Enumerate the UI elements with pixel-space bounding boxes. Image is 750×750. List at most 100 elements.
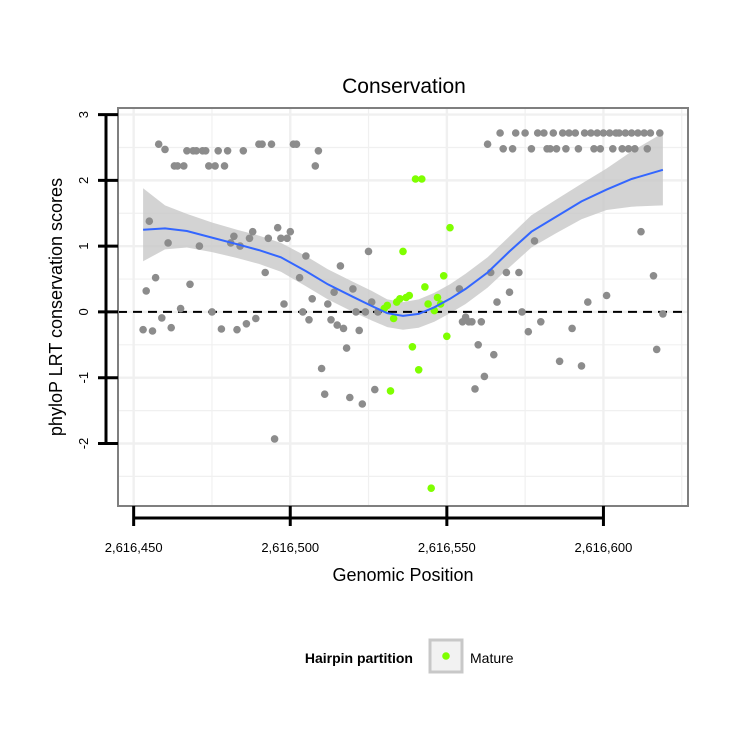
point-other [264, 234, 273, 243]
point-other [615, 129, 623, 137]
y-axis: -2 -1 0 1 2 3 [76, 111, 118, 449]
series-other-points [139, 129, 667, 443]
point-other [205, 162, 213, 170]
point-mature [446, 223, 454, 232]
point-other [524, 327, 533, 336]
point-other [252, 314, 260, 323]
point-other [649, 272, 658, 280]
point-other [214, 147, 222, 155]
point-mature [408, 343, 417, 351]
point-other [324, 300, 332, 308]
point-mature [414, 366, 423, 374]
point-other [549, 129, 558, 137]
point-other [540, 129, 548, 137]
point-other [533, 129, 542, 137]
point-other [283, 234, 291, 243]
point-other [505, 288, 514, 297]
point-other [571, 129, 580, 137]
point-other [468, 318, 476, 326]
point-mature [443, 332, 451, 341]
point-other [584, 298, 592, 306]
smooth-line-layer [143, 168, 664, 317]
point-other [643, 145, 652, 153]
point-other [634, 129, 642, 137]
point-other [339, 324, 348, 333]
point-other [511, 129, 520, 137]
chart-title: Conservation [342, 75, 466, 98]
point-other [201, 147, 210, 155]
point-other [596, 145, 605, 153]
point-other [574, 145, 583, 153]
point-mature [411, 175, 420, 183]
point-other [286, 227, 295, 236]
point-other [270, 435, 279, 443]
point-other [145, 217, 154, 225]
point-other [167, 323, 175, 332]
point-other [558, 129, 567, 137]
point-other [273, 223, 282, 232]
point-other [245, 234, 254, 243]
point-other [302, 252, 310, 260]
x-tick-label: 2,616,600 [575, 540, 633, 555]
point-other [502, 268, 511, 277]
y-tick-label: 1 [76, 242, 91, 249]
x-tick-label: 2,616,450 [105, 540, 163, 555]
point-other [577, 362, 586, 370]
point-other [493, 298, 501, 306]
point-other [277, 234, 285, 243]
point-other [223, 147, 232, 155]
point-other [320, 390, 329, 399]
point-other [336, 262, 345, 270]
point-other [230, 232, 238, 241]
point-other [327, 316, 335, 324]
point-other [308, 295, 317, 303]
point-other [305, 316, 313, 324]
point-other [139, 325, 147, 334]
plot-panel-border [117, 107, 689, 507]
point-other [342, 344, 351, 352]
y-tick-label: 3 [76, 111, 91, 118]
point-other [164, 239, 172, 247]
point-other [521, 129, 529, 137]
y-axis-label: phyloP LRT conservation scores [46, 178, 66, 436]
legend-title: Hairpin partition [305, 650, 413, 666]
point-other [176, 304, 185, 313]
point-other [480, 372, 489, 381]
point-other [621, 129, 630, 137]
point-other [602, 291, 611, 300]
point-other [314, 147, 323, 155]
point-other [180, 162, 188, 170]
point-other [627, 129, 636, 137]
point-other [590, 145, 598, 153]
point-mature [386, 387, 395, 395]
point-mature [383, 301, 392, 310]
point-other [508, 145, 517, 153]
point-other [568, 324, 576, 333]
point-mature [405, 291, 414, 300]
point-other [346, 393, 354, 402]
point-mature [418, 175, 426, 183]
point-other [208, 308, 216, 316]
point-other [299, 308, 307, 316]
point-other [631, 145, 639, 153]
point-mature [389, 314, 398, 323]
point-other [593, 129, 601, 137]
point-other [546, 145, 554, 153]
point-other [258, 140, 266, 148]
point-other [220, 162, 229, 170]
point-other [537, 318, 545, 326]
point-other [599, 129, 608, 137]
y-tick-label: 2 [76, 177, 91, 184]
legend: Hairpin partition Mature [305, 638, 514, 674]
point-other [295, 273, 304, 282]
legend-label-mature: Mature [470, 650, 514, 666]
point-other [142, 287, 150, 295]
point-other [361, 308, 370, 316]
point-other [640, 129, 648, 137]
point-other [652, 345, 661, 354]
point-other [239, 147, 248, 155]
smooth-confidence-band [143, 133, 663, 330]
point-other [161, 145, 169, 154]
point-mature [439, 272, 448, 280]
